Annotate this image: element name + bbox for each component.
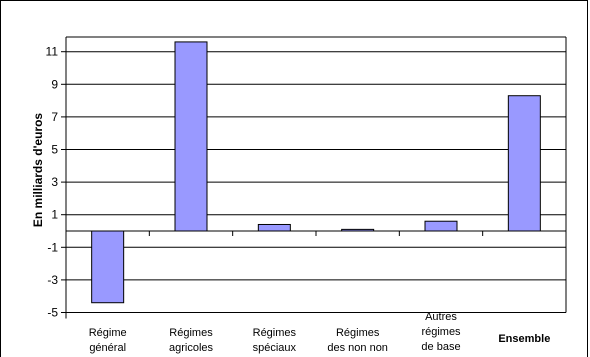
y-axis-label: En milliards d'euros — [31, 113, 45, 228]
bar — [174, 41, 208, 232]
category-label: Ensemble — [498, 333, 550, 345]
y-tick-label: 7 — [51, 110, 58, 124]
category-label: Régimes agricoles — [169, 327, 214, 354]
y-tick-label: -1 — [47, 240, 58, 254]
bar — [424, 220, 458, 232]
y-tick-label: -5 — [47, 306, 58, 320]
y-tick-label: 9 — [51, 77, 58, 91]
category-label: Autres régimes de base — [421, 311, 461, 353]
bar — [91, 230, 125, 304]
bar — [341, 228, 375, 232]
bar — [257, 223, 291, 232]
category-label: Régimes spéciaux — [253, 327, 297, 354]
y-tick-label: 1 — [51, 208, 58, 222]
y-tick-label: 11 — [46, 45, 59, 59]
y-tick-label: 5 — [51, 143, 58, 157]
y-tick-label: -3 — [47, 273, 58, 287]
y-tick-label: 3 — [51, 175, 58, 189]
category-label: Régime général — [89, 327, 127, 354]
bar — [507, 95, 541, 232]
category-label: Régimes des non non — [327, 327, 388, 354]
